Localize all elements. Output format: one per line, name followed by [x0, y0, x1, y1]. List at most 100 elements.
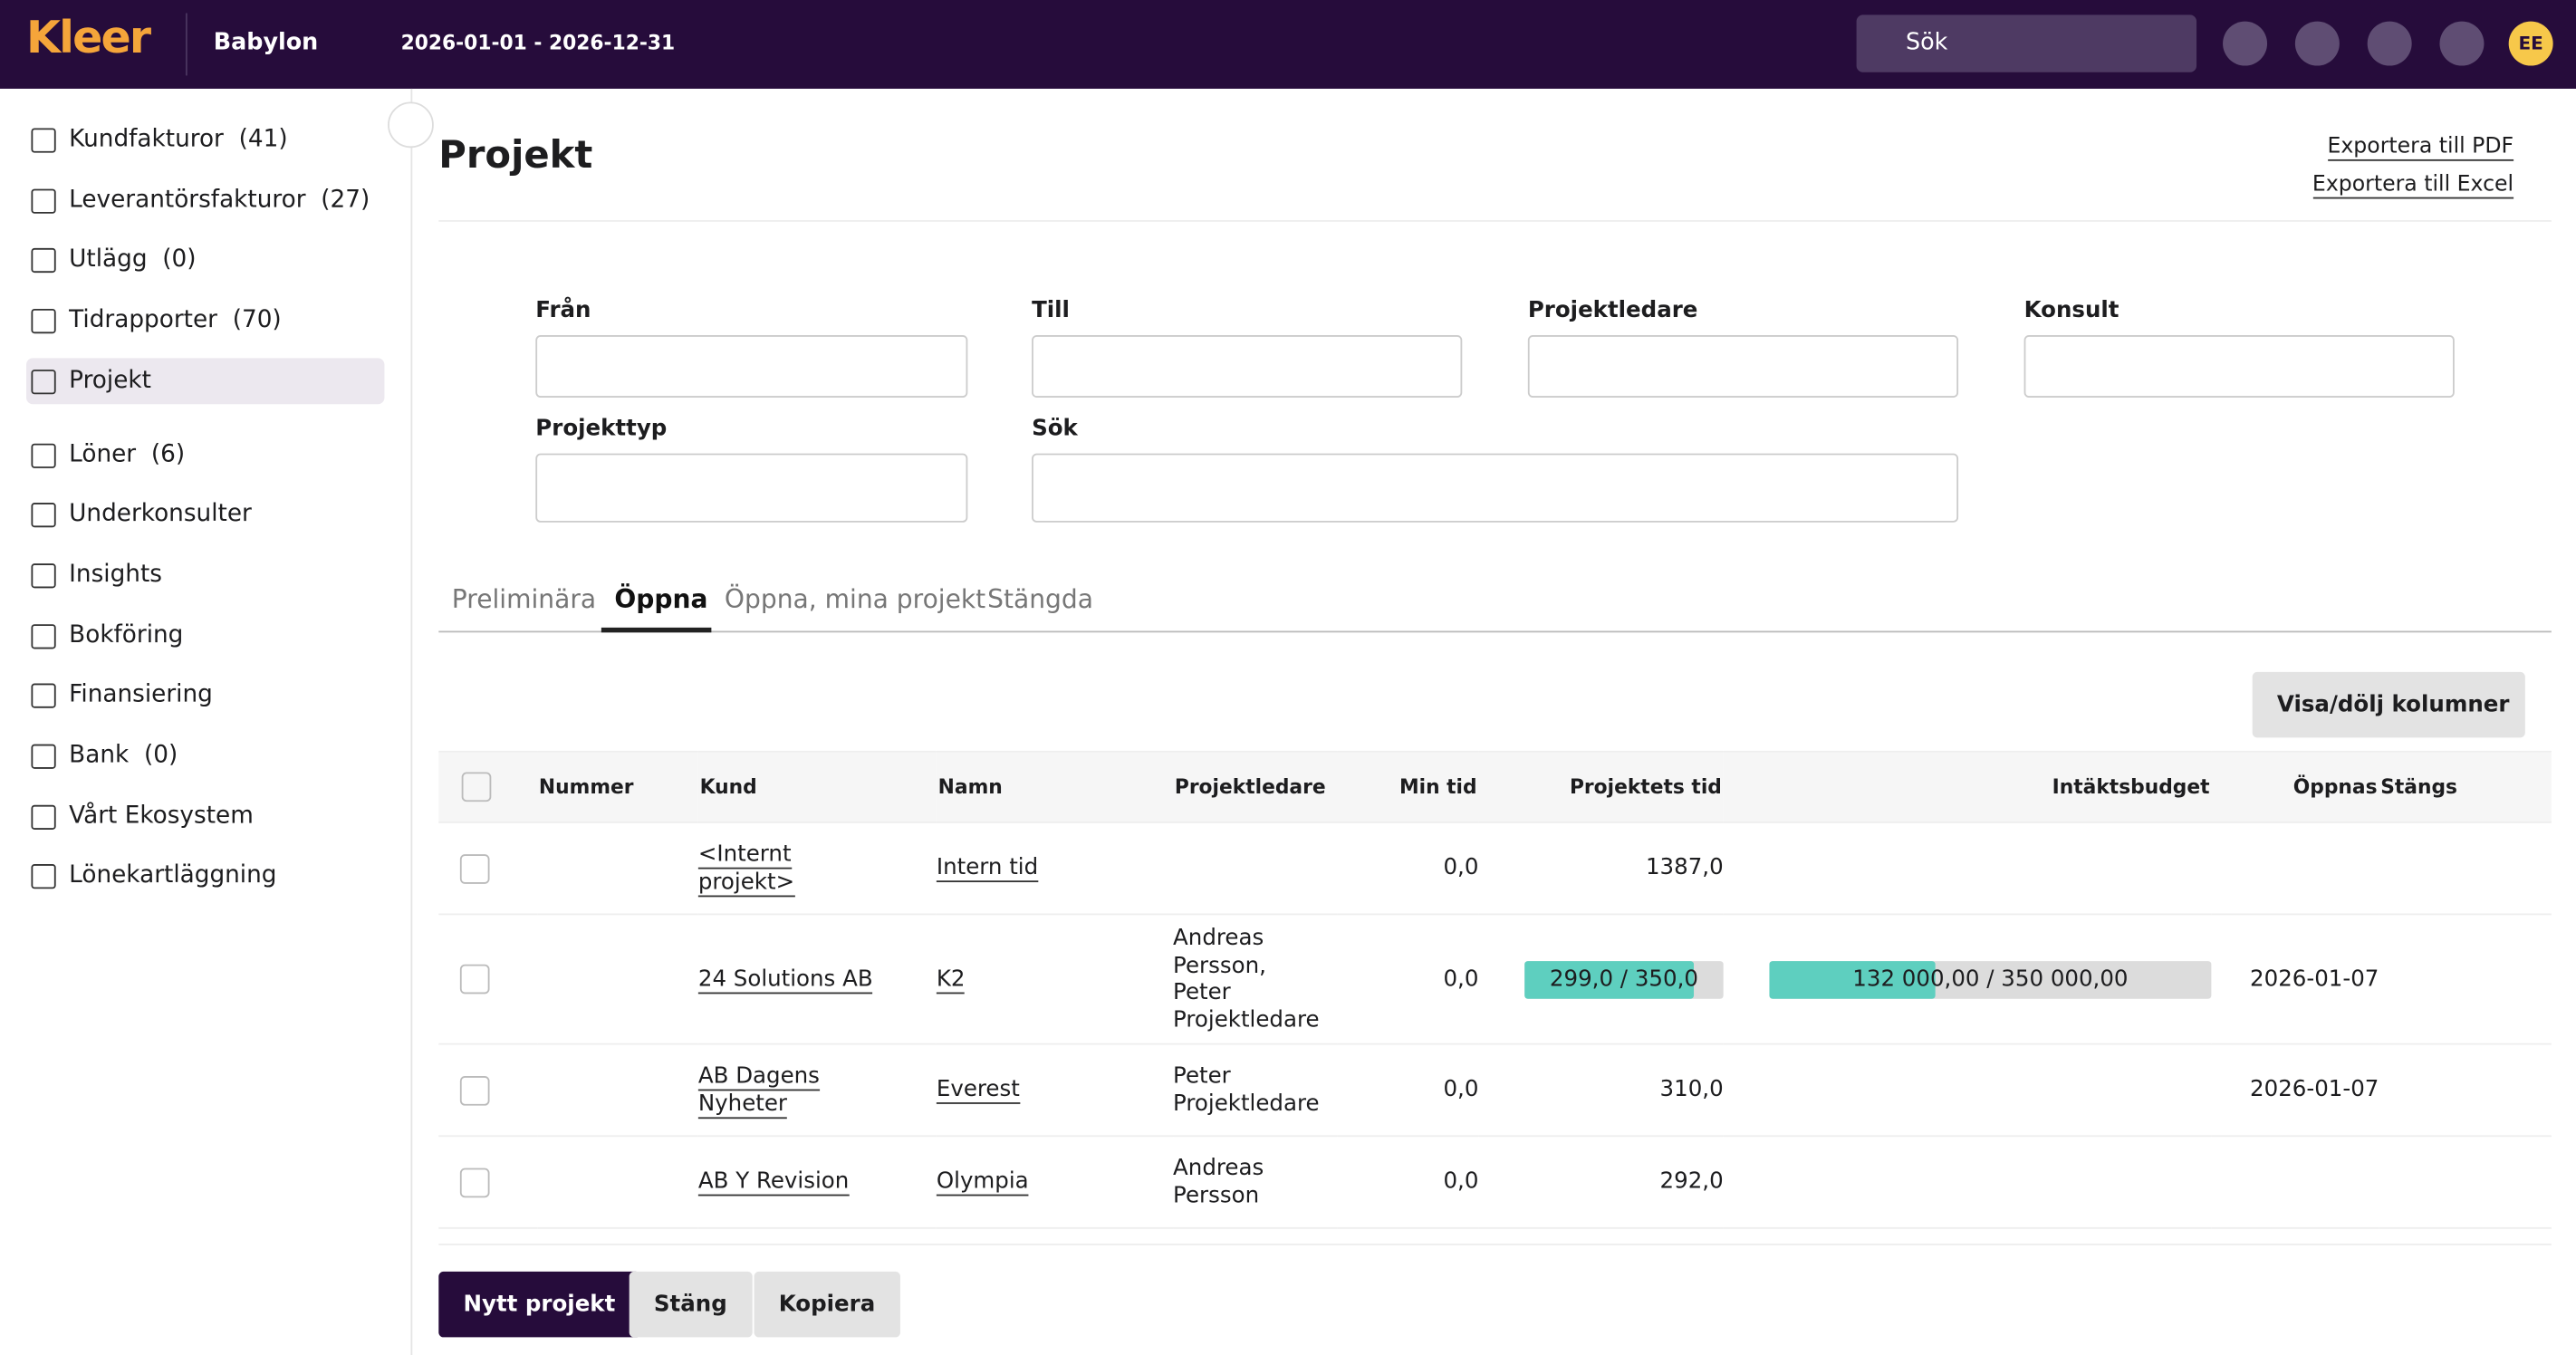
kund[interactable]: AB Y Revision: [697, 1168, 850, 1196]
nav-item[interactable]: Kundfakturor (41): [26, 117, 384, 163]
nav-text: Bokföring: [69, 613, 183, 659]
namn[interactable]: Olympia: [936, 1168, 1029, 1196]
column-header[interactable]: Namn: [936, 750, 1174, 823]
oppnas: 2026-01-07: [2250, 966, 2379, 993]
nav-text: Kundfakturor (41): [69, 117, 287, 163]
company[interactable]: Babylon: [213, 29, 319, 56]
nav-item[interactable]: Löner (6): [26, 432, 384, 478]
nav-icon: [31, 128, 56, 153]
column-header[interactable]: Stängs: [2379, 750, 2552, 823]
checkbox[interactable]: [459, 1167, 490, 1197]
cell: Andreas Persson: [1173, 1136, 1338, 1229]
namn[interactable]: Intern tid: [936, 854, 1039, 883]
cell: 0,0: [1337, 914, 1479, 1045]
progress-bar: 132 000,00 / 350 000,00: [1769, 960, 2212, 998]
cell: [438, 1136, 538, 1229]
filter-label: Sök: [1032, 415, 1078, 442]
select[interactable]: [1527, 335, 1959, 398]
namn[interactable]: Everest: [936, 1076, 1020, 1105]
progress-fill: [1524, 960, 1695, 998]
nav-icon: [31, 503, 56, 528]
logo[interactable]: Kleer: [26, 13, 151, 64]
checkbox[interactable]: [459, 1075, 490, 1105]
column-header[interactable]: Öppnas: [2211, 750, 2379, 823]
column-header[interactable]: Projektledare: [1173, 750, 1338, 823]
button[interactable]: Nytt projekt: [438, 1271, 640, 1338]
separator: [185, 13, 187, 76]
tab[interactable]: Öppna: [614, 584, 708, 615]
date-input[interactable]: [535, 335, 968, 398]
checkbox[interactable]: [459, 853, 490, 883]
nav-label: Vårt Ekosystem: [69, 802, 254, 830]
cell: 0,0: [1337, 1043, 1479, 1138]
nav-icon: [31, 370, 56, 395]
cell: [1723, 822, 2212, 916]
help-icon[interactable]: [2294, 21, 2340, 66]
checkbox[interactable]: [461, 772, 492, 802]
cell: [1173, 822, 1338, 916]
search-input[interactable]: [1032, 453, 1959, 523]
nav-item[interactable]: Projekt: [26, 358, 385, 405]
column-header[interactable]: Kund: [697, 750, 937, 823]
kund[interactable]: AB Dagens Nyheter: [697, 1062, 820, 1119]
nav-item[interactable]: Insights: [26, 552, 384, 598]
cell: Everest: [936, 1043, 1174, 1138]
collapse-button[interactable]: [388, 101, 434, 149]
nav-item[interactable]: Underkonsulter: [26, 491, 384, 537]
cell: Andreas Persson, Peter Projektledare: [1173, 914, 1338, 1045]
cell: K2: [936, 914, 1174, 1045]
date-input[interactable]: [1032, 335, 1463, 398]
nav-item[interactable]: Tidrapporter (70): [26, 297, 384, 343]
period[interactable]: 2026-01-01 - 2026-12-31: [365, 31, 676, 53]
cell: [438, 822, 538, 916]
tab[interactable]: Öppna, mina projekt: [724, 584, 986, 615]
nav-item[interactable]: Lönekartläggning: [26, 852, 384, 899]
nav-item[interactable]: Utlägg (0): [26, 236, 384, 283]
nav-label: Finansiering: [69, 681, 213, 708]
tab[interactable]: Stängda: [987, 584, 1093, 615]
progress-fill: [1769, 960, 1937, 998]
nav-label: Projekt: [69, 368, 151, 395]
column-header[interactable]: Intäktsbudget: [1723, 750, 2212, 823]
cell: [1723, 1136, 2212, 1229]
cell: <Internt projekt>: [697, 822, 937, 916]
filter-label: Från: [535, 297, 591, 324]
namn[interactable]: K2: [936, 966, 966, 994]
nav-item[interactable]: Vårt Ekosystem: [26, 793, 384, 840]
column-header[interactable]: Min tid: [1337, 750, 1479, 823]
news-icon[interactable]: [2367, 21, 2412, 66]
select[interactable]: [535, 453, 968, 523]
nav-icon: [31, 443, 56, 468]
nav-item[interactable]: Leverantörsfakturor (27): [26, 178, 384, 224]
export-pdf[interactable]: Exportera till PDF: [2327, 134, 2514, 161]
search-box[interactable]: Sök: [1856, 14, 2197, 72]
phone-icon[interactable]: [2439, 21, 2485, 66]
nav-item[interactable]: Bank (0): [26, 733, 384, 779]
nav-icon: [31, 188, 56, 214]
nav-item[interactable]: Finansiering: [26, 672, 384, 718]
toggle-columns[interactable]: Visa/dölj kolumner: [2252, 671, 2525, 738]
cell: Intern tid: [936, 822, 1174, 916]
cell: AB Dagens Nyheter: [697, 1043, 937, 1138]
tab[interactable]: Preliminära: [451, 584, 597, 615]
checkbox[interactable]: [459, 964, 490, 995]
nav-text: Underkonsulter: [69, 491, 252, 537]
nav-label: Utlägg: [69, 246, 148, 274]
avatar[interactable]: EE: [2508, 21, 2553, 66]
tab-indicator: [601, 627, 712, 633]
button[interactable]: Kopiera: [754, 1271, 900, 1338]
period-text[interactable]: 2026-01-01 - 2026-12-31: [400, 31, 676, 54]
select[interactable]: [2023, 335, 2455, 398]
nav-icon: [31, 864, 56, 889]
kund[interactable]: <Internt projekt>: [697, 841, 795, 897]
settings-icon[interactable]: [2223, 21, 2268, 66]
column-header[interactable]: Projektets tid: [1478, 750, 1724, 823]
export-excel[interactable]: Exportera till Excel: [2312, 172, 2514, 199]
kund[interactable]: 24 Solutions AB: [697, 966, 873, 994]
button[interactable]: Stäng: [629, 1271, 752, 1338]
column-header[interactable]: Nummer: [537, 750, 698, 823]
nav-item[interactable]: Bokföring: [26, 613, 384, 659]
oppnas: 2026-01-07: [2250, 1076, 2379, 1103]
cell: [537, 822, 698, 916]
